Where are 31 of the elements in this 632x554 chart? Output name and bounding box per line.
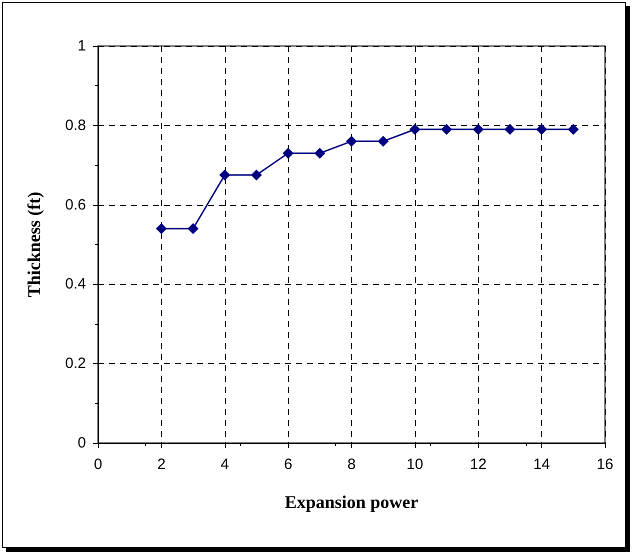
point [568, 124, 579, 135]
y-tick-label: 0.6 [65, 196, 86, 214]
x-tick-label: 4 [220, 456, 229, 473]
y-axis-title: Thickness (ft) [24, 192, 44, 298]
x-tick-label: 12 [470, 456, 487, 473]
y-tick-label: 0.8 [65, 116, 86, 134]
point [219, 170, 230, 181]
point [346, 136, 357, 147]
point [314, 148, 326, 159]
x-tick-label: 0 [94, 456, 102, 473]
point [472, 124, 484, 135]
y-tick-label: 0 [78, 434, 86, 452]
x-tick-label: 8 [347, 456, 356, 473]
point [536, 124, 548, 135]
point [156, 223, 167, 234]
point [188, 223, 199, 234]
x-tick-label: 10 [406, 456, 424, 473]
point [409, 124, 420, 135]
point [250, 170, 262, 181]
y-tick-label: 0.2 [65, 355, 86, 372]
x-axis-title: Expansion power [284, 492, 418, 512]
x-tick-label: 14 [533, 456, 550, 473]
y-tick-label: 1 [78, 38, 86, 54]
x-tick-label: 6 [284, 456, 292, 473]
point [504, 124, 516, 135]
x-tick-label: 16 [596, 456, 614, 473]
point [441, 124, 452, 135]
x-tick-label: 2 [157, 456, 166, 473]
y-tick-label: 0.4 [65, 276, 86, 293]
point [378, 136, 389, 147]
point [282, 148, 294, 159]
